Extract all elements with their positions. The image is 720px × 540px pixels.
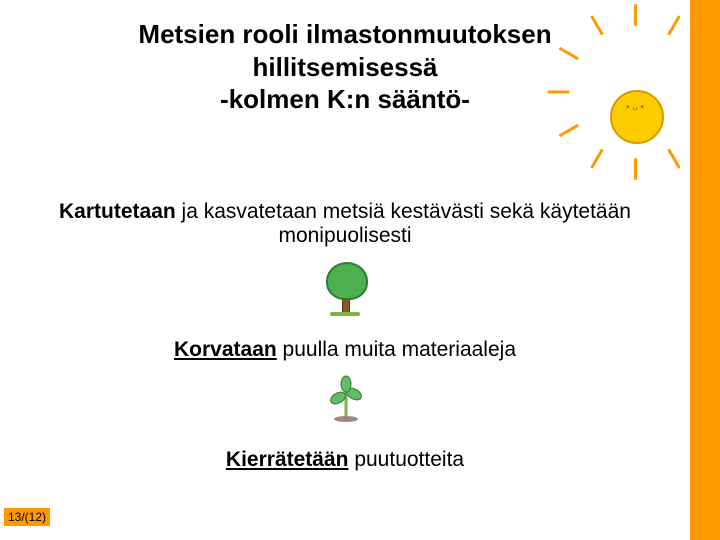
- accent-sidebar: [690, 0, 720, 540]
- sun-icon: • ᴗ •: [590, 70, 680, 160]
- point-2: Korvataan puulla muita materiaaleja: [0, 338, 690, 362]
- page-number: 13/(12): [4, 508, 50, 526]
- title-line-3: -kolmen K:n sääntö-: [220, 84, 470, 114]
- point-1-text: ja kasvatetaan metsiä kestävästi sekä kä…: [176, 200, 631, 247]
- tree-icon: [322, 262, 368, 318]
- point-3-keyword: Kierrätetään: [226, 448, 349, 471]
- title-line-2: hillitsemisessä: [253, 52, 438, 82]
- point-2-keyword: Korvataan: [174, 338, 277, 361]
- title-line-1: Metsien rooli ilmastonmuutoksen: [138, 19, 551, 49]
- point-3: Kierrätetään puutuotteita: [0, 448, 690, 472]
- sapling-icon: [326, 372, 366, 422]
- point-1-keyword: Kartutetaan: [59, 200, 176, 223]
- point-2-text: puulla muita materiaaleja: [277, 338, 516, 361]
- point-3-text: puutuotteita: [348, 448, 464, 471]
- point-1: Kartutetaan ja kasvatetaan metsiä kestäv…: [0, 200, 690, 248]
- slide-title: Metsien rooli ilmastonmuutoksen hillitse…: [0, 18, 690, 116]
